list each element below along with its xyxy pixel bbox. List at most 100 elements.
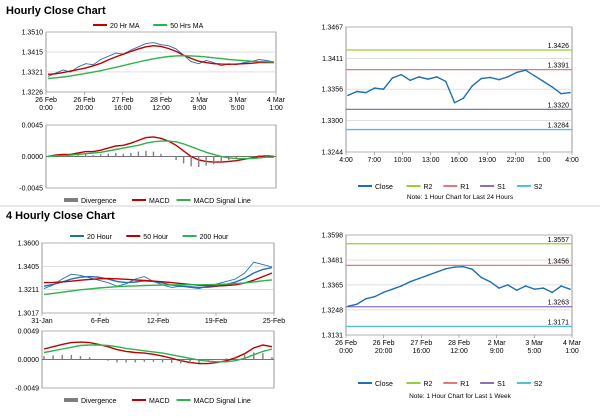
hourly-right-series-close <box>347 69 571 104</box>
four-hourly-macd-series-macd <box>43 341 273 365</box>
four-hourly-price-xtick-label: 31-Jan <box>31 318 53 325</box>
hourly-section-title: Hourly Close Chart <box>6 5 106 17</box>
four-hourly-right-series-close <box>347 265 571 307</box>
hourly-right-close-point <box>347 94 349 97</box>
four-hourly-right-legend-label: S2 <box>534 381 543 388</box>
hourly-right-xtick-label: 13:00 <box>422 157 440 164</box>
hourly-right-level-label-s2: 1.3284 <box>548 123 570 130</box>
four-hourly-right-close-point <box>569 288 571 290</box>
hourly-right-close-point <box>498 78 500 81</box>
hourly-right-close-point <box>462 97 465 99</box>
four-hourly-price-ytick-label: 1.3600 <box>18 241 40 248</box>
hourly-right-close-point <box>436 76 438 78</box>
four-hourly-right-close-point <box>542 287 545 289</box>
hourly-price-xtick-label: 26 Feb <box>35 97 57 104</box>
hourly-right-xtick-label: 22:00 <box>507 157 525 164</box>
four-hourly-macd-legend-swatch <box>64 398 78 402</box>
four-hourly-right-close-point <box>364 298 367 300</box>
four-hourly-price-legend-label: 200 Hour <box>200 234 229 241</box>
four-hourly-right-xtick-label: 1:00 <box>565 348 579 355</box>
hourly-right-level-label-s1: 1.3320 <box>548 102 570 109</box>
four-hourly-right-close-point <box>356 303 358 305</box>
hourly-right-legend-label: Close <box>375 184 393 191</box>
hourly-right-legend-label: R2 <box>424 184 433 191</box>
hourly-macd-legend-label: MACD <box>149 198 170 205</box>
hourly-right-legend-label: S2 <box>534 184 543 191</box>
hourly-price-ytick-label: 1.3226 <box>22 90 44 97</box>
four-hourly-price-ytick-label: 1.3211 <box>18 287 39 294</box>
four-hourly-right-ytick-label: 1.3131 <box>322 333 344 340</box>
four-hourly-right-close-point <box>347 305 349 308</box>
hourly-price-xtick-label: 5:00 <box>231 105 245 112</box>
hourly-right-close-point <box>364 91 367 94</box>
hourly-right-close-point <box>400 73 403 76</box>
four-hourly-price-xtick-label: 6-Feb <box>91 318 109 325</box>
four-hourly-right-xtick-label: 27 Feb <box>410 340 432 347</box>
hourly-right-close-point <box>471 85 474 87</box>
four-hourly-price-xtick-label: 25-Feb <box>263 318 285 325</box>
hourly-price-series-50-hrs-ma <box>47 54 275 80</box>
four-hourly-right-xtick-label: 5:00 <box>528 348 542 355</box>
four-hourly-right-level-label-r2: 1.3557 <box>548 237 570 244</box>
hourly-right-xtick-label: 16:00 <box>450 157 468 164</box>
hourly-right-close-point <box>569 91 571 94</box>
hourly-price-xtick-label: 20:00 <box>76 105 94 112</box>
four-hourly-right-note: Note: 1 Hour Chart for Last 1 Week <box>409 393 512 400</box>
four-hourly-right-close-point <box>453 266 456 268</box>
four-hourly-right-xtick-label: 9:00 <box>490 348 504 355</box>
hourly-right-close-point <box>373 87 376 89</box>
four-hourly-price-series-close <box>43 261 273 290</box>
hourly-right-close-point <box>560 92 562 95</box>
hourly-right-close-point <box>444 80 447 83</box>
hourly-right-close-point <box>515 71 518 74</box>
hourly-price-ytick-label: 1.3510 <box>22 30 44 37</box>
hourly-right-close-point <box>533 74 536 77</box>
hourly-right-close-point <box>507 76 509 78</box>
hourly-right-close-point <box>391 77 394 79</box>
four-hourly-right-close-point <box>382 291 385 294</box>
hourly-price-xtick-label: 28 Feb <box>150 97 172 104</box>
hourly-macd-series-macd <box>47 136 275 163</box>
four-hourly-right-legend-label: Close <box>375 381 393 388</box>
hourly-right-xtick-label: 1:00 <box>537 157 551 164</box>
hourly-macd-legend-swatch <box>64 198 78 202</box>
hourly-price-frame <box>45 31 277 93</box>
hourly-right-xtick-label: 4:00 <box>565 157 579 164</box>
hourly-right-xtick-label: 19:00 <box>478 157 496 164</box>
four-hourly-section-title: 4 Hourly Close Chart <box>6 210 115 222</box>
hourly-price-legend-label: 20 Hr MA <box>110 23 140 30</box>
four-hourly-price-xtick-label: 12-Feb <box>147 318 169 325</box>
hourly-price-xtick-label: 3 Mar <box>229 97 248 104</box>
hourly-price-xtick-label: 0:00 <box>39 105 53 112</box>
four-hourly-right-level-label-r1: 1.3456 <box>548 258 570 265</box>
hourly-price-xtick-label: 2 Mar <box>190 97 209 104</box>
hourly-macd-ytick-label: 0.0000 <box>22 154 44 161</box>
four-hourly-right-close-point <box>507 284 509 286</box>
hourly-right-close-point <box>480 77 483 80</box>
hourly-right-close-point <box>409 79 411 82</box>
four-hourly-right-close-point <box>489 280 491 283</box>
four-hourly-right-ytick-label: 1.3481 <box>322 258 344 265</box>
hourly-right-legend-label: S1 <box>497 184 506 191</box>
hourly-price-ytick-label: 1.3415 <box>22 50 44 57</box>
hourly-right-ytick-label: 1.3467 <box>322 25 344 32</box>
hourly-macd-ytick-label: 0.0045 <box>22 123 44 130</box>
four-hourly-right-legend-label: R2 <box>424 381 433 388</box>
four-hourly-right-close-point <box>471 268 474 271</box>
four-hourly-right-ytick-label: 1.3248 <box>322 307 344 314</box>
four-hourly-right-xtick-label: 0:00 <box>339 348 353 355</box>
four-hourly-right-legend-label: R1 <box>460 381 469 388</box>
four-hourly-price-series-50-hour <box>43 272 273 287</box>
four-hourly-right-ytick-label: 1.3598 <box>322 233 344 240</box>
four-hourly-right-xtick-label: 12:00 <box>450 348 468 355</box>
four-hourly-right-close-point <box>515 289 518 292</box>
four-hourly-price-ytick-label: 1.3405 <box>18 264 40 271</box>
four-hourly-right-xtick-label: 26 Feb <box>335 340 357 347</box>
four-hourly-right-xtick-label: 4 Mar <box>563 340 582 347</box>
four-hourly-macd-series-macd-signal-line <box>43 344 273 363</box>
four-hourly-price-xtick-label: 19-Feb <box>205 318 227 325</box>
four-hourly-macd-ytick-label: 0.0049 <box>18 329 40 336</box>
four-hourly-macd-legend-label: Divergence <box>81 398 117 405</box>
four-hourly-right-level-label-s2: 1.3171 <box>548 319 570 326</box>
hourly-right-level-label-r2: 1.3426 <box>548 43 570 50</box>
